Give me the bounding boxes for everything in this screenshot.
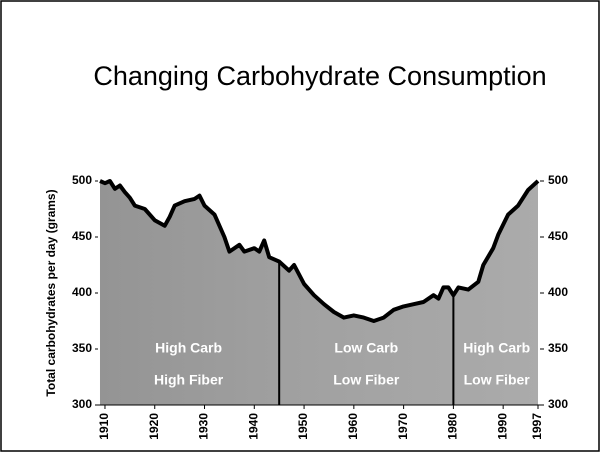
y-tick-label: 400 <box>72 285 92 299</box>
region-label: Low Carb <box>334 340 398 356</box>
region-label: Low Fiber <box>464 372 531 388</box>
x-tick-label: 1920 <box>147 413 161 440</box>
y-tick-label: 350 <box>72 341 92 355</box>
y-tick-label: 450 <box>72 229 92 243</box>
y2-tick-label: 400 <box>548 285 568 299</box>
region-label: High Carb <box>463 340 530 356</box>
chart-title: Changing Carbohydrate Consumption <box>93 61 546 91</box>
x-tick-label: 1980 <box>446 413 460 440</box>
y-tick-label: 300 <box>72 397 92 411</box>
x-tick-label: 1910 <box>97 413 111 440</box>
y2-tick-label: 500 <box>548 173 568 187</box>
x-tick-label: 1990 <box>495 413 509 440</box>
x-tick-label: 1950 <box>296 413 310 440</box>
region-label: High Carb <box>155 340 222 356</box>
x-tick-label: 1940 <box>246 413 260 440</box>
y2-tick-label: 450 <box>548 229 568 243</box>
region-label: High Fiber <box>154 372 224 388</box>
y-tick-label: 500 <box>72 173 92 187</box>
x-tick-label: 1930 <box>197 413 211 440</box>
x-tick-label: 1960 <box>346 413 360 440</box>
region-label: Low Fiber <box>333 372 400 388</box>
x-tick-label: 1997 <box>530 413 544 440</box>
x-tick-label: 1970 <box>396 413 410 440</box>
line <box>99 179 540 323</box>
y2-tick-label: 350 <box>548 341 568 355</box>
y2-tick-label: 300 <box>548 397 568 411</box>
y-axis-label: Total carbohydrates per day (grams) <box>44 189 58 396</box>
